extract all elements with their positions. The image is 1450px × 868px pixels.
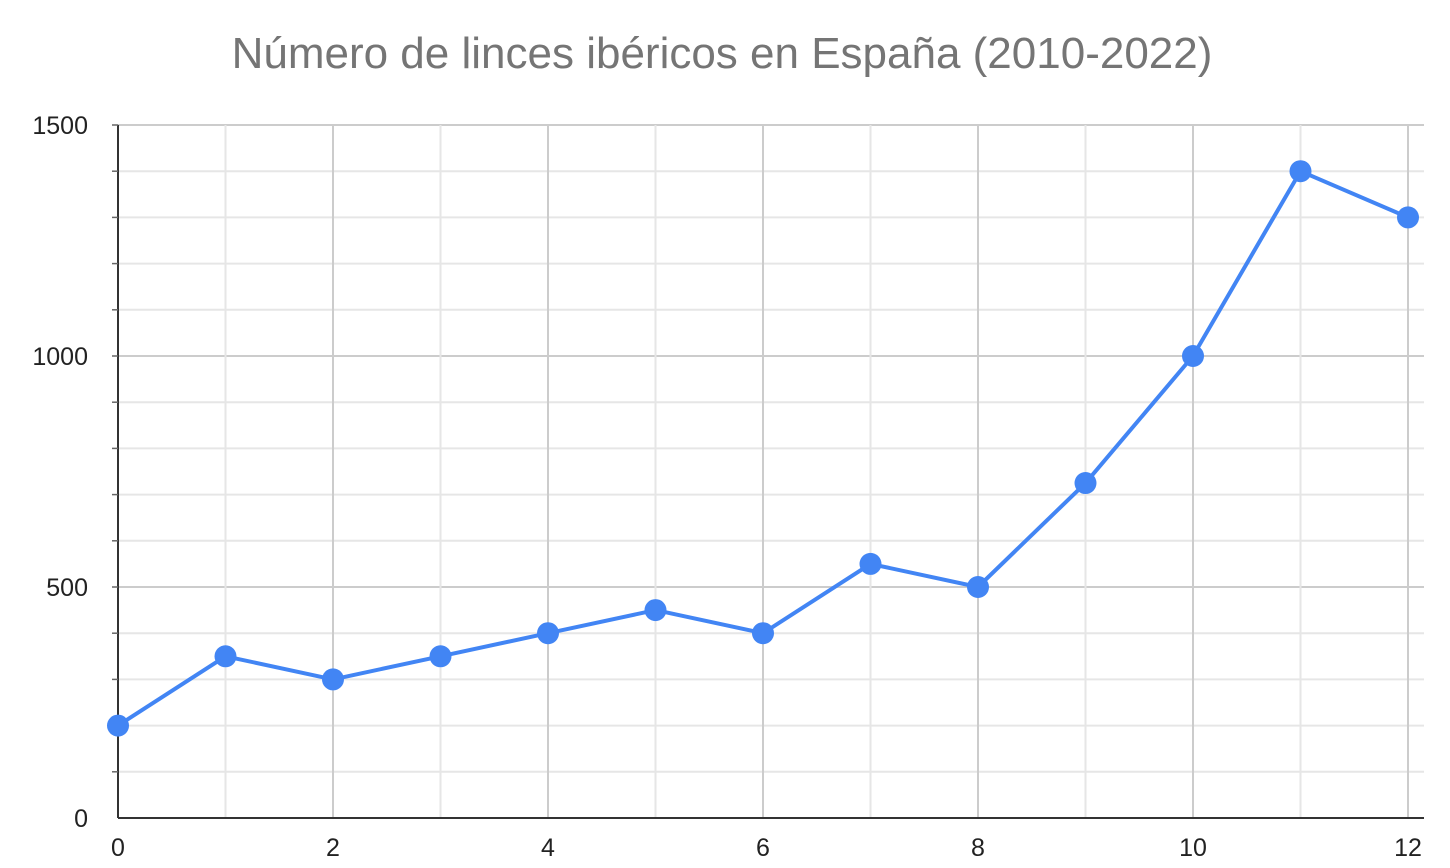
- series: [107, 160, 1419, 737]
- x-tick-label: 8: [971, 834, 985, 862]
- x-tick-label: 12: [1394, 834, 1422, 862]
- y-tick-label: 500: [46, 574, 88, 602]
- y-tick-label: 1000: [32, 343, 88, 371]
- data-point: [1289, 160, 1312, 183]
- data-point: [429, 645, 452, 668]
- axes: [112, 124, 1424, 819]
- data-point: [1074, 472, 1097, 495]
- x-tick-label: 4: [541, 834, 555, 862]
- x-tick-label: 0: [111, 834, 125, 862]
- data-point: [859, 552, 882, 575]
- data-point: [1397, 206, 1419, 229]
- x-tick-label: 10: [1179, 834, 1207, 862]
- data-point: [537, 622, 559, 645]
- data-point: [322, 668, 344, 691]
- grid: [118, 124, 1424, 818]
- y-tick-label: 1500: [32, 112, 88, 140]
- x-tick-label: 6: [756, 834, 770, 862]
- data-point: [967, 576, 989, 598]
- y-tick-label: 0: [74, 805, 88, 833]
- tick-labels: 0 2 4 6 8 10 12 0 500 1000 1500: [32, 112, 1422, 862]
- chart-title: Número de linces ibéricos en España (201…: [232, 29, 1213, 78]
- data-point: [644, 599, 667, 622]
- data-point: [107, 714, 129, 737]
- data-point: [752, 622, 774, 645]
- x-tick-label: 2: [326, 834, 340, 862]
- data-point: [214, 645, 237, 668]
- data-point: [1182, 345, 1204, 367]
